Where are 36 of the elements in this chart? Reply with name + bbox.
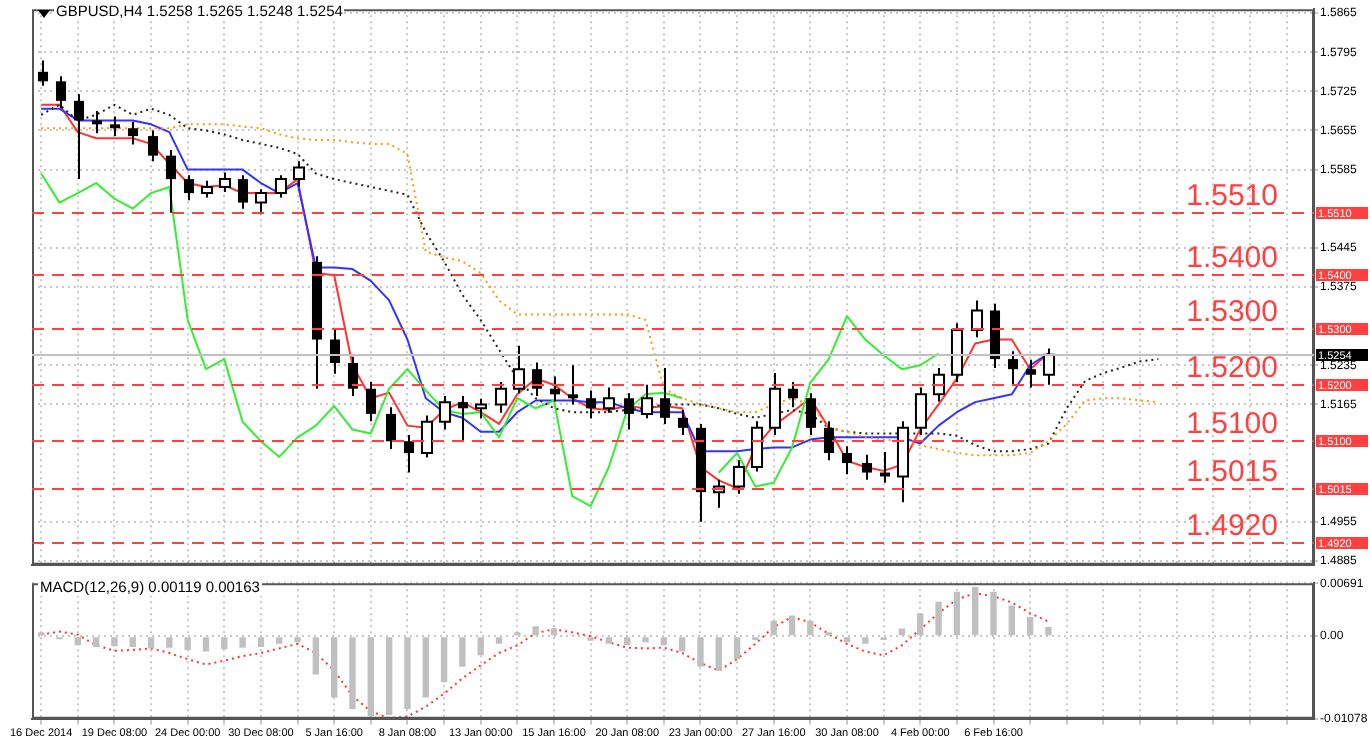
line-series <box>40 592 1050 719</box>
candlestick <box>457 395 469 442</box>
candlestick <box>37 59 49 87</box>
candlestick <box>841 445 853 476</box>
candlestick <box>787 381 799 409</box>
ref-line-label: 1.5300 <box>1186 295 1278 329</box>
candlestick <box>623 392 635 431</box>
candlestick <box>531 361 543 397</box>
candlestick <box>109 115 121 138</box>
candlestick <box>823 420 835 462</box>
candlestick <box>347 355 359 397</box>
ref-line-label: 1.5100 <box>1186 407 1278 441</box>
candlestick <box>1025 358 1037 389</box>
candlestick <box>237 174 249 210</box>
candlestick <box>91 109 103 135</box>
candlestick <box>677 408 689 437</box>
ref-line-label: 1.5200 <box>1186 351 1278 385</box>
candlestick <box>365 381 377 423</box>
ref-line-label: 1.4920 <box>1186 509 1278 543</box>
ref-line-label: 1.5400 <box>1186 241 1278 275</box>
candlestick <box>861 453 873 481</box>
candlestick <box>403 434 415 474</box>
candlestick <box>1007 350 1019 386</box>
candlestick <box>805 392 817 437</box>
candlestick <box>659 367 671 425</box>
candlestick <box>585 389 597 420</box>
candlestick <box>147 129 159 163</box>
candlestick <box>127 121 139 146</box>
candlestick <box>55 75 67 110</box>
ref-line-label: 1.5510 <box>1186 179 1278 213</box>
candlestick <box>567 364 579 406</box>
candlestick <box>165 149 177 214</box>
candlestick <box>183 174 195 202</box>
candlestick <box>73 93 85 181</box>
ref-line-label: 1.5015 <box>1186 455 1278 489</box>
candlestick <box>385 406 397 451</box>
